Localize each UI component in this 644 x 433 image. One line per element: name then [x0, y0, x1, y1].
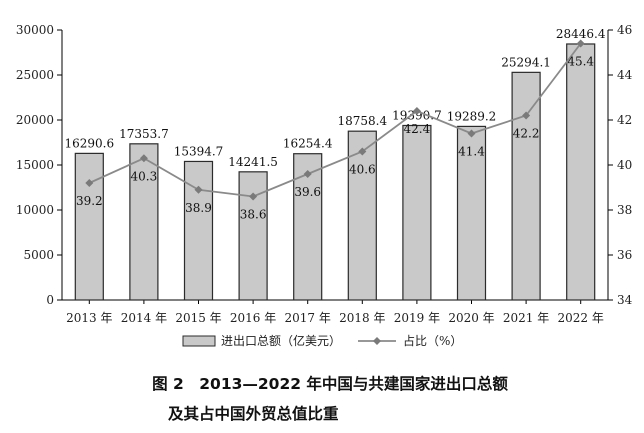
right-axis-tick-label: 44	[617, 68, 633, 82]
x-axis-tick-label: 2017 年	[285, 311, 331, 325]
share-point	[358, 147, 367, 156]
bar	[347, 130, 377, 301]
share-value-label: 40.6	[349, 163, 376, 177]
bar-value-label: 25294.1	[501, 55, 551, 69]
left-axis-tick-label: 0	[46, 293, 54, 307]
bar-value-label: 17353.7	[119, 127, 169, 141]
bar-value-label: 15394.7	[174, 144, 224, 158]
right-axis-tick-label: 42	[617, 113, 632, 127]
bar-value-label: 28446.4	[556, 27, 606, 41]
right-axis-tick-label: 34	[617, 293, 633, 307]
combo-chart: 0 5000 10000 15000 20000 25000 30000 34 36 38 40 42…	[16, 23, 633, 348]
share-line	[88, 42, 582, 198]
bar-value-label: 19289.2	[447, 109, 497, 123]
bar	[183, 160, 214, 301]
share-point	[412, 107, 421, 115]
left-axis-tick-label: 30000	[16, 23, 54, 37]
share-point	[249, 192, 258, 201]
bar-value-label: 16254.4	[283, 137, 333, 151]
share-point	[194, 185, 203, 194]
left-axis-tick-label: 25000	[16, 68, 54, 82]
x-axis-tick-label: 2014 年	[121, 311, 167, 325]
bar	[402, 124, 432, 301]
x-axis-tick-label: 2020 年	[448, 311, 494, 325]
share-point	[303, 170, 312, 178]
share-value-label: 42.4	[404, 122, 431, 136]
bar-value-label: 14241.5	[228, 155, 278, 169]
share-point	[522, 111, 531, 120]
x-axis-tick-label: 2016 年	[230, 311, 276, 325]
bar	[238, 171, 268, 301]
bar-value-label: 16290.6	[64, 136, 114, 150]
share-point	[576, 39, 585, 48]
x-axis-tick-label: 2019 年	[394, 311, 440, 325]
share-value-label: 40.3	[131, 169, 158, 183]
share-value-label: 39.2	[76, 194, 103, 208]
share-point	[467, 129, 476, 138]
share-value-label: 41.4	[458, 145, 485, 159]
share-point	[85, 179, 94, 187]
x-axis-tick-label: 2015 年	[175, 311, 221, 325]
share-value-label: 45.4	[567, 55, 594, 69]
legend-line-marker	[373, 337, 381, 345]
figure-caption-line-1: 图 2 2013—2022 年中国与共建国家进出口总额	[152, 375, 508, 393]
x-axis-tick-label: 2022 年	[558, 311, 604, 325]
x-axis-tick-label: 2018 年	[339, 311, 385, 325]
left-axis-tick-label: 10000	[16, 203, 54, 217]
share-value-label: 42.2	[513, 127, 540, 141]
left-axis-tick-label: 5000	[23, 248, 54, 262]
bar	[456, 125, 487, 301]
legend-bar-swatch	[182, 335, 216, 347]
right-axis-tick-label: 40	[617, 158, 632, 172]
right-axis-tick-label: 36	[617, 248, 632, 262]
left-axis-tick-label: 20000	[16, 113, 54, 127]
share-value-label: 39.6	[294, 185, 321, 199]
x-axis-tick-label: 2021 年	[503, 311, 549, 325]
right-axis-tick-label: 38	[617, 203, 632, 217]
right-axis-tick-label: 46	[617, 23, 632, 37]
figure-caption-line-2: 及其占中国外贸总值比重	[168, 405, 339, 423]
share-value-label: 38.6	[240, 208, 267, 222]
share-point	[139, 154, 148, 163]
bar-value-label: 19390.7	[392, 108, 442, 122]
legend-bar-label: 进出口总额（亿美元）	[221, 333, 341, 348]
bar	[566, 43, 596, 301]
bar-value-label: 18758.4	[337, 114, 387, 128]
x-axis-tick-label: 2013 年	[66, 311, 112, 325]
left-axis-tick-label: 15000	[16, 158, 54, 172]
bar	[511, 71, 541, 301]
bar	[129, 143, 159, 301]
bar	[74, 152, 104, 301]
legend-line-label: 占比（%）	[403, 333, 462, 348]
share-value-label: 38.9	[185, 201, 212, 215]
